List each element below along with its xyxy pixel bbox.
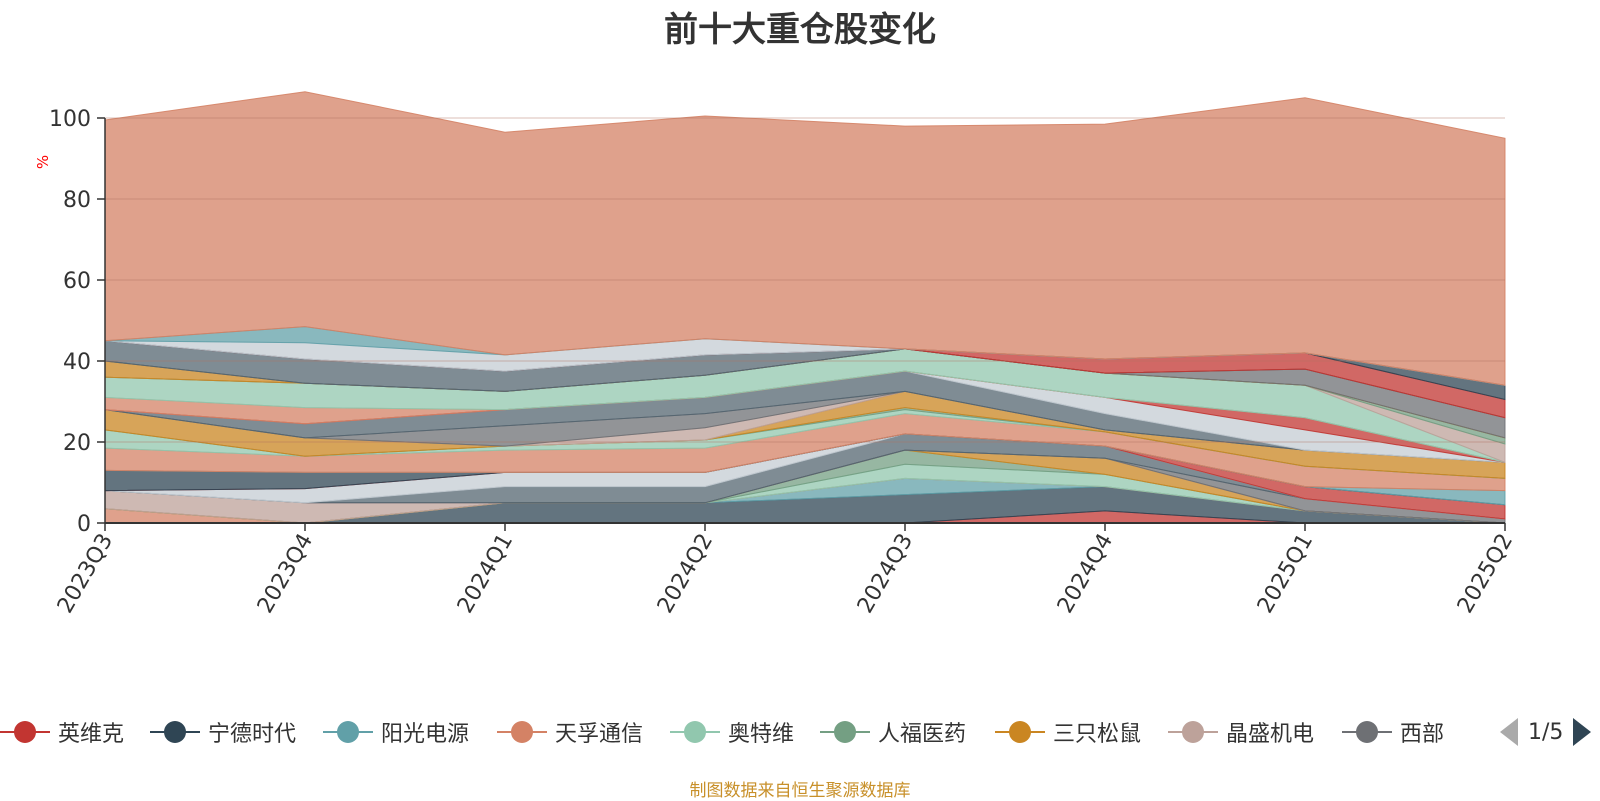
- x-tick-label: 2025Q2: [1453, 530, 1518, 618]
- legend-label: 人福医药: [878, 722, 967, 747]
- y-tick-label: 20: [63, 431, 91, 456]
- legend-marker-icon: [0, 717, 50, 747]
- legend-marker-icon: [670, 717, 720, 747]
- legend-marker-icon: [820, 717, 870, 747]
- data-source-note: 制图数据来自恒生聚源数据库: [689, 781, 911, 801]
- legend-label: 三只松鼠: [1053, 722, 1142, 747]
- legend-item[interactable]: 宁德时代: [150, 712, 296, 752]
- legend-marker-icon: [497, 717, 547, 747]
- y-tick-label: 100: [49, 107, 91, 132]
- x-tick-label: 2024Q1: [453, 530, 518, 618]
- legend-label: 天孚通信: [555, 722, 644, 747]
- legend-marker-icon: [150, 717, 200, 747]
- legend-marker-icon: [323, 717, 373, 747]
- x-tick-label: 2024Q3: [853, 530, 918, 618]
- x-tick-label: 2024Q4: [1053, 530, 1118, 618]
- legend-marker-icon: [1342, 717, 1392, 747]
- legend-item[interactable]: 阳光电源: [323, 712, 469, 752]
- y-tick-labels: 0 20 40 60 80 100: [49, 107, 91, 537]
- area-series-group: [104, 91, 1506, 524]
- x-tick-label: 2025Q1: [1253, 530, 1318, 618]
- area-series-35[interactable]: [104, 91, 1506, 386]
- y-axis-label: %: [34, 155, 52, 169]
- legend-label: 宁德时代: [208, 722, 297, 747]
- y-tick-label: 80: [63, 188, 91, 213]
- legend-marker-icon: [995, 717, 1045, 747]
- legend-item[interactable]: 三只松鼠: [995, 712, 1141, 752]
- y-tick-label: 0: [77, 512, 91, 537]
- legend-item[interactable]: 英维克: [0, 712, 124, 752]
- x-tick-label: 2023Q4: [253, 530, 318, 618]
- x-tick-label: 2024Q2: [653, 530, 718, 618]
- legend-label: 阳光电源: [381, 722, 470, 747]
- x-tick-labels: 2023Q3 2023Q4 2024Q1 2024Q2 2024Q3 2024Q4 2025…: [53, 530, 1518, 618]
- triangle-left-icon[interactable]: [1500, 718, 1518, 746]
- legend-item[interactable]: 人福医药: [820, 712, 966, 752]
- legend-page-indicator: 1/5: [1528, 719, 1564, 745]
- legend-label: 英维克: [58, 722, 125, 747]
- y-tick-label: 40: [63, 350, 91, 375]
- legend-item[interactable]: 晶盛机电: [1168, 712, 1314, 752]
- legend-item[interactable]: 奥特维: [670, 712, 794, 752]
- legend-item[interactable]: 西部: [1342, 712, 1460, 752]
- chart-title: 前十大重仓股变化: [664, 10, 936, 50]
- legend-item[interactable]: 天孚通信: [497, 712, 643, 752]
- y-gridlines: [105, 117, 1505, 443]
- y-tick-label: 60: [63, 269, 91, 294]
- legend-label: 奥特维: [728, 722, 795, 747]
- legend-label: 晶盛机电: [1226, 722, 1315, 747]
- legend-pager: 1/5: [1500, 712, 1592, 752]
- x-tick-label: 2023Q3: [53, 530, 118, 618]
- axes: [97, 117, 1506, 531]
- legend-label: 西部: [1400, 722, 1445, 747]
- legend: 英维克 宁德时代 阳光电源 天孚通信 奥特维 人福医药 三只松鼠 晶盛机电 西部: [0, 712, 1600, 752]
- legend-marker-icon: [1168, 717, 1218, 747]
- triangle-right-icon[interactable]: [1573, 718, 1592, 746]
